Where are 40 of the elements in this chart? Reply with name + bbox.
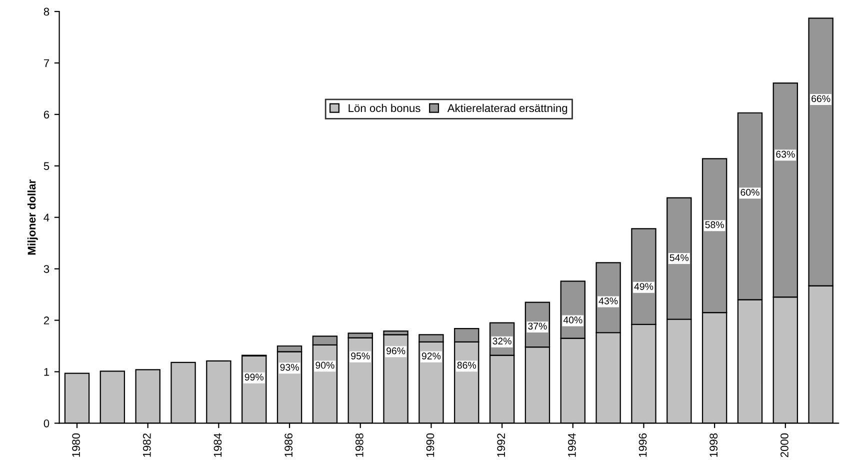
x-tick-label: 1996 bbox=[638, 433, 647, 457]
annotation: 43% bbox=[598, 297, 618, 304]
y-tick-label: 0 bbox=[44, 419, 50, 428]
y-tick-label: 1 bbox=[44, 368, 50, 376]
x-tick-label: 1994 bbox=[568, 433, 576, 457]
y-tick-label: 7 bbox=[44, 59, 50, 67]
x-tick-label: 1988 bbox=[355, 433, 364, 457]
annotation: 95% bbox=[351, 352, 370, 360]
y-tick-label: 6 bbox=[44, 110, 50, 119]
y-axis-title: Miljoner dollar bbox=[27, 180, 38, 255]
x-tick-label: 1992 bbox=[497, 433, 506, 457]
annotation: 49% bbox=[634, 283, 654, 290]
legend-label: Lön och bonus bbox=[348, 104, 420, 112]
x-tick-label: 1984 bbox=[214, 433, 222, 457]
y-tick-label: 3 bbox=[44, 265, 50, 273]
x-tick-label: 1990 bbox=[426, 433, 434, 457]
x-tick-label: 1982 bbox=[142, 433, 151, 457]
annotation: 60% bbox=[740, 188, 760, 196]
annotation: 96% bbox=[386, 347, 406, 354]
annotation: 90% bbox=[316, 362, 334, 369]
x-tick-label: 2000 bbox=[780, 433, 788, 458]
x-tick-label: 1980 bbox=[72, 433, 80, 457]
y-tick-label: 5 bbox=[44, 162, 50, 170]
annotation: 86% bbox=[457, 362, 476, 369]
annotation: 99% bbox=[244, 374, 264, 381]
annotation: 93% bbox=[280, 364, 299, 371]
annotation: 37% bbox=[528, 322, 547, 330]
y-tick-label: 8 bbox=[44, 8, 50, 16]
annotation: 32% bbox=[492, 338, 512, 344]
x-tick-label: 1998 bbox=[710, 433, 718, 457]
legend-label: Aktierelaterad ersättning bbox=[447, 104, 568, 114]
annotation: 63% bbox=[776, 150, 795, 158]
annotation: 54% bbox=[670, 254, 689, 262]
annotation: 66% bbox=[812, 95, 830, 102]
annotation: 58% bbox=[705, 221, 724, 228]
annotation: 40% bbox=[563, 316, 582, 324]
y-tick-label: 4 bbox=[44, 214, 50, 222]
x-tick-label: 1986 bbox=[284, 433, 293, 457]
y-tick-label: 2 bbox=[44, 316, 50, 324]
annotation: 92% bbox=[422, 352, 441, 360]
